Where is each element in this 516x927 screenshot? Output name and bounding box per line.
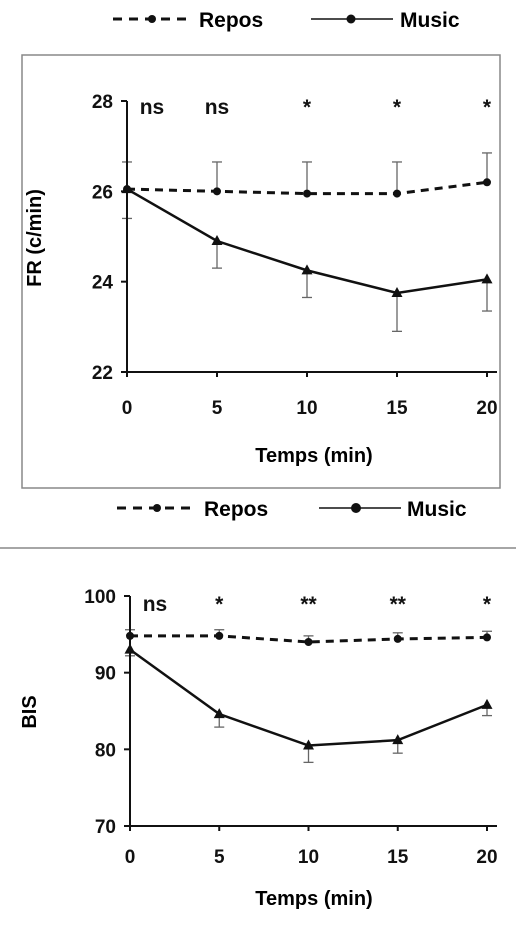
panel2-legend: Repos Music xyxy=(117,498,467,521)
chart1: 22 24 26 28 0 5 10 15 20 ns ns * * * Temps (min) FR… xyxy=(24,92,498,467)
chart2-lines xyxy=(129,634,488,747)
music-point xyxy=(481,273,493,284)
repos-point xyxy=(304,638,313,646)
chart1-xtick-label: 5 xyxy=(212,398,223,419)
legend1-repos-label: Repos xyxy=(199,9,263,32)
chart1-ytick-label: 26 xyxy=(92,182,113,203)
music-point xyxy=(213,708,225,719)
chart1-ylabel: FR (c/min) xyxy=(24,189,46,287)
repos-point xyxy=(213,187,221,196)
legend1-music-label: Music xyxy=(400,9,460,32)
repos-point xyxy=(303,189,311,198)
music-point xyxy=(211,235,223,246)
chart1-significance-label: * xyxy=(483,96,492,119)
repos-point xyxy=(215,631,224,640)
music-point xyxy=(481,698,493,709)
chart1-xtick-label: 15 xyxy=(386,398,408,419)
chart2-ytick-label: 90 xyxy=(95,664,116,685)
panel1-frame xyxy=(21,54,501,489)
chart1-ytick-label: 24 xyxy=(92,273,114,294)
chart1-xtick-label: 10 xyxy=(296,398,317,419)
chart1-xticks: 0 5 10 15 20 xyxy=(122,372,498,419)
panel1-legend: Repos Music xyxy=(113,9,460,32)
legend1-music-marker xyxy=(346,14,356,24)
music-point xyxy=(392,734,404,745)
chart2-xticks: 0 5 10 15 20 xyxy=(125,826,498,868)
chart2-significance: ns * ** ** * xyxy=(143,593,492,616)
chart2-xlabel: Temps (min) xyxy=(255,888,372,910)
chart2-significance-label: ns xyxy=(143,593,168,616)
legend2-music-label: Music xyxy=(407,498,467,521)
chart2-yticks: 70 80 90 100 xyxy=(84,587,130,838)
chart2-ytick-label: 70 xyxy=(95,817,116,838)
chart2-xtick-label: 0 xyxy=(125,847,136,868)
chart2-markers xyxy=(124,631,493,750)
repos-series-line xyxy=(126,180,488,196)
repos-point xyxy=(393,189,401,198)
repos-point xyxy=(393,634,402,643)
chart1-errorbars xyxy=(122,152,492,333)
chart2-significance-label: ** xyxy=(390,593,407,616)
chart1-xtick-label: 20 xyxy=(476,398,497,419)
music-point xyxy=(391,286,403,297)
chart1-xlabel: Temps (min) xyxy=(255,445,372,467)
chart2-ylabel: BIS xyxy=(19,695,41,728)
chart1-ytick-label: 22 xyxy=(92,363,113,384)
chart1-significance-label: * xyxy=(303,96,312,119)
chart1-significance-label: * xyxy=(393,96,402,119)
chart2-xtick-label: 20 xyxy=(476,847,497,868)
chart1-yticks: 22 24 26 28 xyxy=(92,92,127,384)
repos-point xyxy=(483,178,491,187)
chart2-significance-label: * xyxy=(483,593,492,616)
chart2-xtick-label: 10 xyxy=(298,847,319,868)
legend2-repos-label: Repos xyxy=(204,498,268,521)
chart1-significance-label: ns xyxy=(140,96,165,119)
music-point xyxy=(303,739,314,750)
chart1-ytick-label: 28 xyxy=(92,92,113,113)
legend2-music-marker xyxy=(351,503,361,513)
repos-series-line xyxy=(130,634,488,644)
music-series-line xyxy=(129,648,488,747)
chart1-significance-label: ns xyxy=(205,96,230,119)
chart2-ytick-label: 80 xyxy=(95,740,116,761)
legend2-repos-marker xyxy=(153,504,161,512)
music-point xyxy=(301,264,313,275)
chart2-significance-label: ** xyxy=(300,593,317,616)
chart2-ytick-label: 100 xyxy=(84,587,116,608)
chart2-significance-label: * xyxy=(215,593,224,616)
repos-point xyxy=(483,633,491,642)
chart2-xtick-label: 5 xyxy=(214,847,225,868)
chart1-xtick-label: 0 xyxy=(122,398,133,419)
chart1-significance: ns ns * * * xyxy=(140,96,492,119)
legend1-repos-marker xyxy=(148,15,156,23)
chart2-xtick-label: 15 xyxy=(387,847,409,868)
